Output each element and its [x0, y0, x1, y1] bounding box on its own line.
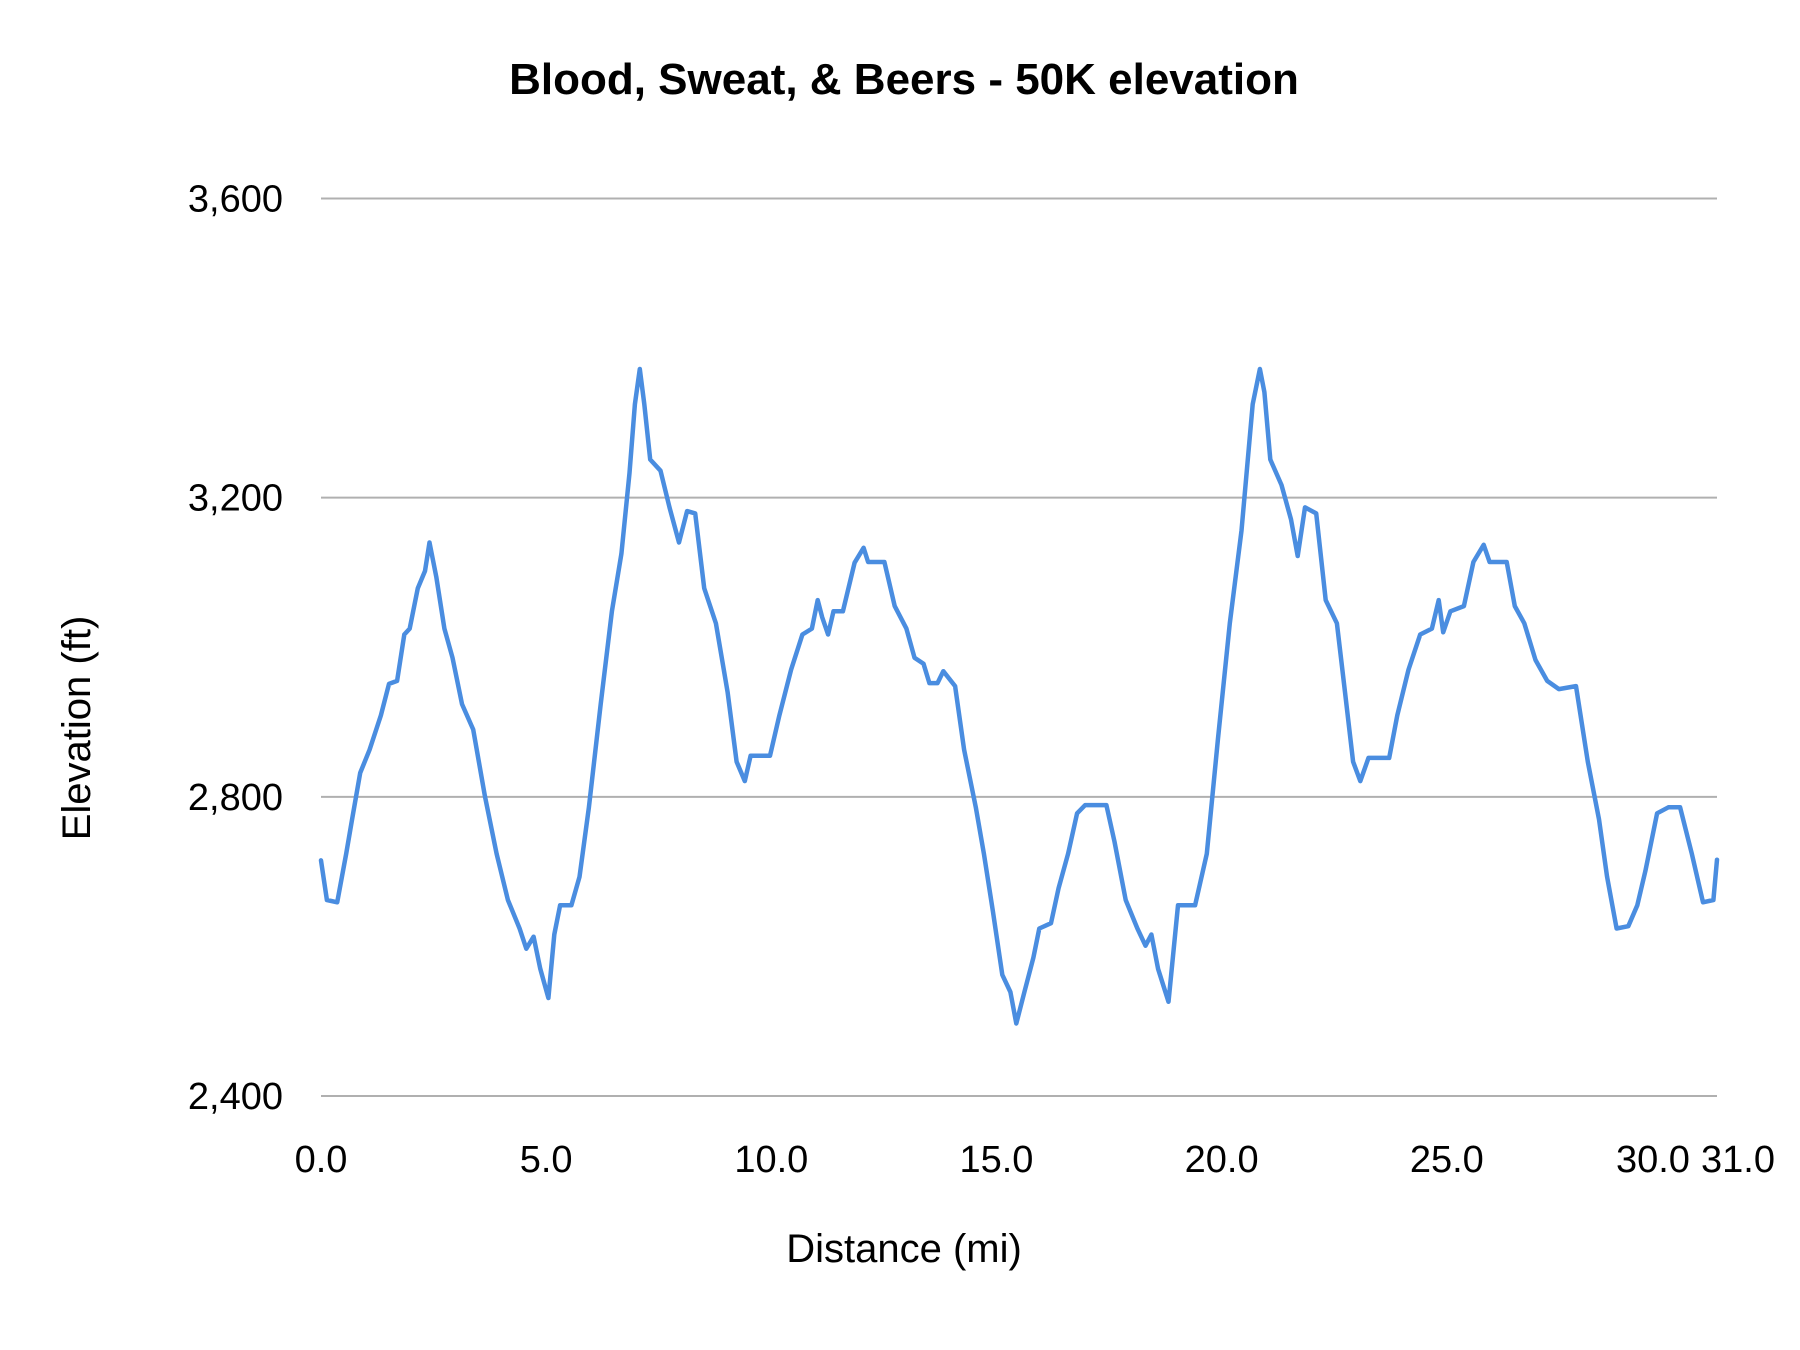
- x-axis-label: Distance (mi): [786, 1227, 1022, 1271]
- x-tick-label: 25.0: [1410, 1139, 1484, 1181]
- x-tick-label: 20.0: [1185, 1139, 1259, 1181]
- y-tick-label: 3,600: [188, 179, 283, 221]
- y-axis-label: Elevation (ft): [55, 616, 99, 841]
- y-tick-label: 2,800: [188, 777, 283, 819]
- x-tick-label: 0.0: [295, 1139, 348, 1181]
- x-tick-label: 5.0: [520, 1139, 573, 1181]
- elevation-line: [318, 366, 1720, 1026]
- x-tick-label: 10.0: [734, 1139, 808, 1181]
- chart-title: Blood, Sweat, & Beers - 50K elevation: [509, 55, 1299, 104]
- y-tick-label: 3,200: [188, 478, 283, 520]
- y-tick-label: 2,400: [188, 1076, 283, 1118]
- x-tick-label: 15.0: [959, 1139, 1033, 1181]
- x-tick-label: 31.0: [1701, 1139, 1775, 1181]
- x-tick-label: 30.0: [1616, 1139, 1690, 1181]
